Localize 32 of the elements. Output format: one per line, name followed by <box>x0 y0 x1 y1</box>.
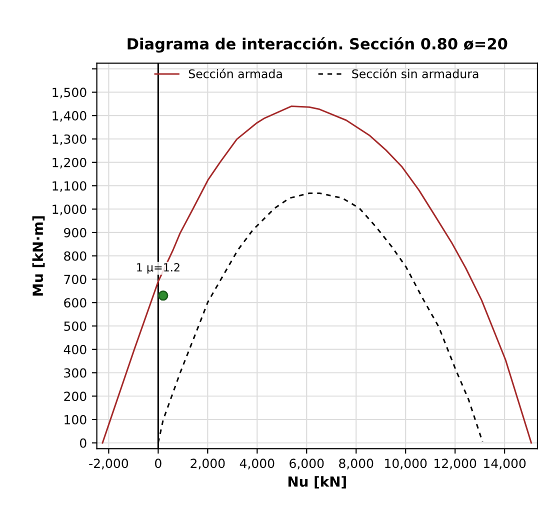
y-tick-label: 1,300 <box>52 134 86 146</box>
x-tick-label: 0 <box>155 458 162 468</box>
legend-label: Sección armada <box>188 68 282 78</box>
y-tick-label: 0 <box>80 438 86 448</box>
x-tick-label: 8,000 <box>339 458 374 470</box>
y-tick-label: 1,200 <box>52 158 86 169</box>
y-tick-label: 600 <box>64 298 86 308</box>
y-axis-title: Mu [kN·m] <box>32 216 45 296</box>
x-tick-label: 14,000 <box>484 458 526 470</box>
y-tick-label: 700 <box>64 274 86 284</box>
x-axis-title: Nu [kN] <box>288 476 346 488</box>
annotation: 1 μ=1.2 <box>137 263 180 274</box>
y-tick-label: 1,100 <box>52 181 86 192</box>
y-tick-label: 400 <box>64 344 86 354</box>
y-tick-label: 200 <box>64 392 86 402</box>
x-tick-label: 12,000 <box>434 458 476 470</box>
x-tick-label: 2,000 <box>190 458 225 470</box>
y-tick-label: 900 <box>64 228 86 238</box>
legend-label: Sección sin armadura <box>352 68 478 78</box>
chart-title: Diagrama de interacción. Sección 0.80 ø=20 <box>128 37 508 53</box>
line-series <box>102 105 532 444</box>
x-tick-label: -2,000 <box>89 458 128 470</box>
x-tick-label: 10,000 <box>385 458 427 470</box>
y-tick-label: 1,500 <box>52 88 86 98</box>
y-tick-label: 1,400 <box>52 111 86 122</box>
y-tick-label: 800 <box>64 251 86 261</box>
y-tick-label: 500 <box>64 321 86 331</box>
x-tick-label: 6,000 <box>290 458 324 470</box>
y-tick-label: 100 <box>64 414 86 424</box>
y-tick-label: 300 <box>64 368 86 378</box>
y-tick-label: 1,000 <box>52 204 86 216</box>
x-tick-label: 4,000 <box>240 458 274 470</box>
